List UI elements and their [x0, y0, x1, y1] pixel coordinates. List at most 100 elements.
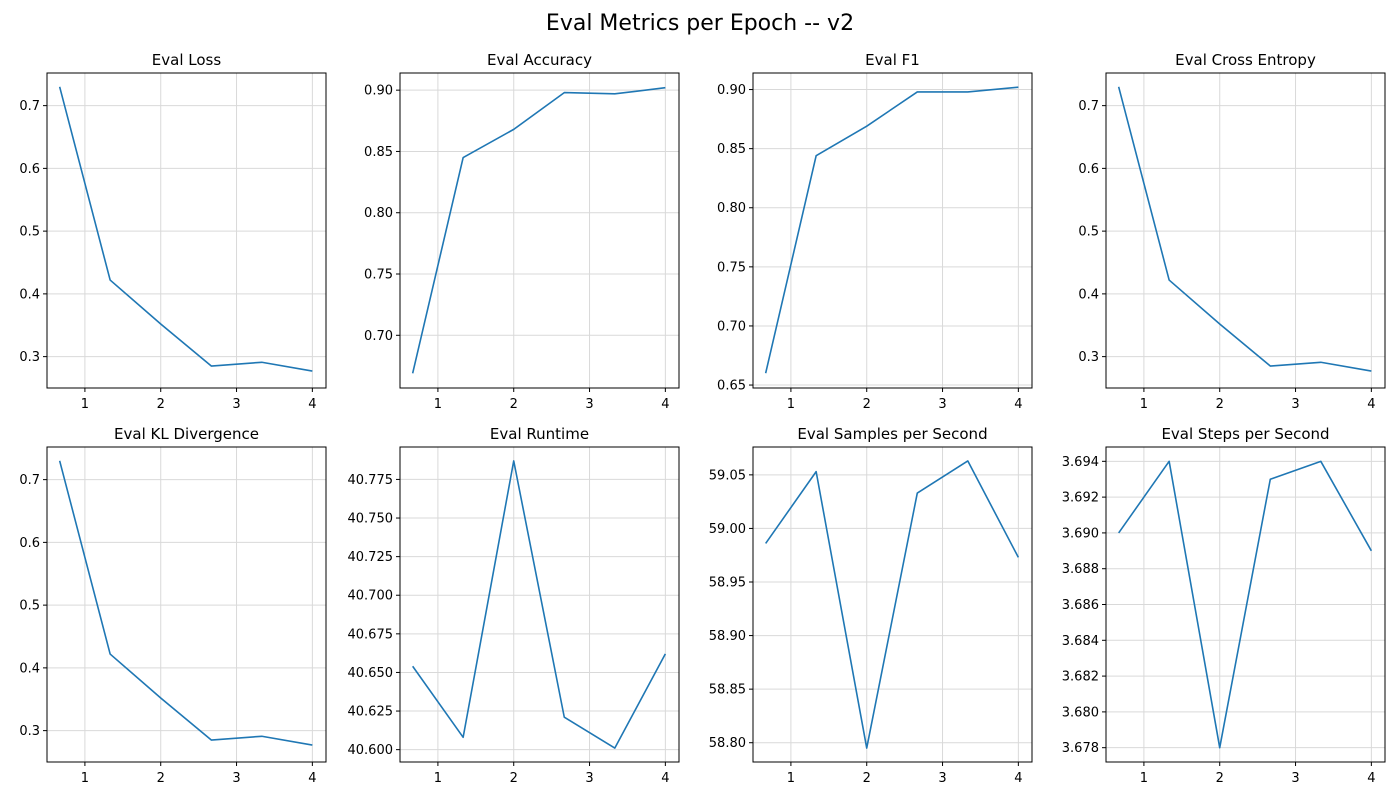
y-tick-label: 0.6 [19, 162, 40, 177]
y-tick-label: 0.4 [19, 661, 40, 676]
y-tick-label: 40.675 [348, 627, 394, 642]
x-tick-label: 1 [1140, 397, 1148, 412]
y-tick-label: 0.7 [19, 473, 40, 488]
x-tick-label: 3 [232, 771, 240, 786]
y-tick-label: 59.00 [709, 522, 746, 537]
x-tick-label: 3 [232, 397, 240, 412]
x-tick-label: 3 [585, 397, 593, 412]
x-tick-label: 2 [510, 771, 518, 786]
x-tick-label: 4 [1014, 771, 1022, 786]
y-tick-label: 3.678 [1062, 741, 1099, 756]
x-tick-label: 1 [434, 771, 442, 786]
x-tick-label: 3 [938, 397, 946, 412]
y-tick-label: 40.750 [348, 512, 394, 527]
y-tick-label: 0.5 [1078, 225, 1099, 240]
series-line [411, 86, 666, 374]
y-tick-label: 0.70 [364, 329, 393, 344]
x-tick-label: 1 [1140, 771, 1148, 786]
y-tick-label: 0.75 [717, 260, 746, 275]
y-tick-label: 0.6 [1078, 162, 1099, 177]
series-line [412, 460, 667, 749]
axes-frame [46, 446, 327, 763]
subplot-title: Eval Loss [152, 51, 222, 69]
x-tick-label: 3 [585, 771, 593, 786]
y-tick-label: 0.3 [19, 350, 40, 365]
y-tick-label: 0.4 [1078, 287, 1099, 302]
x-tick-label: 1 [434, 397, 442, 412]
x-tick-label: 3 [938, 771, 946, 786]
y-tick-label: 0.85 [717, 142, 746, 157]
series-line [58, 86, 313, 372]
subplot-7: 1 2 3 4 58.80 58.85 58.90 58.95 59.00 59.05 Eval S… [709, 425, 1033, 786]
y-tick-label: 0.75 [364, 268, 393, 283]
y-tick-label: 0.7 [19, 99, 40, 114]
y-tick-label: 40.600 [348, 743, 394, 758]
x-tick-label: 4 [661, 771, 669, 786]
y-tick-label: 0.80 [717, 201, 746, 216]
y-tick-label: 0.3 [1078, 350, 1099, 365]
y-tick-label: 3.692 [1062, 491, 1099, 506]
y-tick-label: 0.90 [364, 84, 393, 99]
axes-frame [752, 446, 1033, 763]
y-tick-label: 0.85 [364, 145, 393, 160]
y-tick-label: 59.05 [709, 468, 746, 483]
y-tick-label: 3.682 [1062, 670, 1099, 685]
x-tick-label: 4 [1367, 771, 1375, 786]
x-tick-label: 3 [1291, 397, 1299, 412]
x-tick-label: 4 [1014, 397, 1022, 412]
series-line [1118, 460, 1373, 749]
x-tick-label: 4 [1367, 397, 1375, 412]
subplot-title: Eval Accuracy [487, 51, 592, 69]
y-tick-label: 3.694 [1062, 455, 1099, 470]
subplot-4: 1 2 3 4 0.3 0.4 0.5 0.6 0.7 Eval Cross Entropy [1078, 51, 1386, 412]
subplot-8: 1 2 3 4 3.678 3.680 3.682 3.684 3.686 3.688 3.690 3… [1062, 425, 1386, 786]
y-tick-label: 3.688 [1062, 562, 1099, 577]
subplot-title: Eval Samples per Second [797, 425, 987, 443]
y-tick-label: 0.65 [717, 379, 746, 394]
subplot-6: 1 2 3 4 40.600 40.625 40.650 40.675 40.700 40.725… [348, 425, 680, 786]
x-tick-label: 3 [1291, 771, 1299, 786]
x-tick-label: 2 [510, 397, 518, 412]
y-tick-label: 0.70 [717, 319, 746, 334]
axes-frame [752, 72, 1033, 389]
y-tick-label: 40.700 [348, 589, 394, 604]
subplot-5: 1 2 3 4 0.3 0.4 0.5 0.6 0.7 Eval KL Divergence [19, 425, 327, 786]
subplot-3: 1 2 3 4 0.65 0.70 0.75 0.80 0.85 0.90 Eval F1 [717, 51, 1033, 412]
axes-frame [399, 446, 680, 763]
x-tick-label: 4 [661, 397, 669, 412]
subplot-title: Eval F1 [865, 51, 920, 69]
x-tick-label: 2 [863, 771, 871, 786]
x-tick-label: 2 [1216, 771, 1224, 786]
x-tick-label: 1 [787, 397, 795, 412]
series-line [765, 460, 1020, 749]
y-tick-label: 3.680 [1062, 705, 1099, 720]
y-tick-label: 3.684 [1062, 634, 1099, 649]
subplot-title: Eval KL Divergence [114, 425, 259, 443]
y-tick-label: 40.725 [348, 550, 394, 565]
figure-title: Eval Metrics per Epoch -- v2 [545, 11, 855, 36]
y-tick-label: 0.6 [19, 536, 40, 551]
subplot-title: Eval Steps per Second [1161, 425, 1329, 443]
subplot-title: Eval Runtime [490, 425, 589, 443]
y-tick-label: 0.90 [717, 83, 746, 98]
y-tick-label: 3.686 [1062, 598, 1099, 613]
x-tick-label: 2 [157, 771, 165, 786]
y-tick-label: 58.85 [709, 683, 746, 698]
x-tick-label: 1 [81, 771, 89, 786]
y-tick-label: 0.5 [19, 599, 40, 614]
y-tick-label: 40.650 [348, 666, 394, 681]
y-tick-label: 0.7 [1078, 99, 1099, 114]
x-tick-label: 1 [787, 771, 795, 786]
series-line [1117, 86, 1372, 372]
x-tick-label: 2 [157, 397, 165, 412]
y-tick-label: 40.625 [348, 705, 394, 720]
x-tick-label: 4 [308, 397, 316, 412]
subplot-2: 1 2 3 4 0.70 0.75 0.80 0.85 0.90 Eval Accuracy [364, 51, 680, 412]
y-tick-label: 0.3 [19, 724, 40, 739]
x-tick-label: 1 [81, 397, 89, 412]
y-tick-label: 3.690 [1062, 526, 1099, 541]
y-tick-label: 0.4 [19, 287, 40, 302]
series-line [764, 86, 1019, 374]
y-tick-label: 0.80 [364, 206, 393, 221]
